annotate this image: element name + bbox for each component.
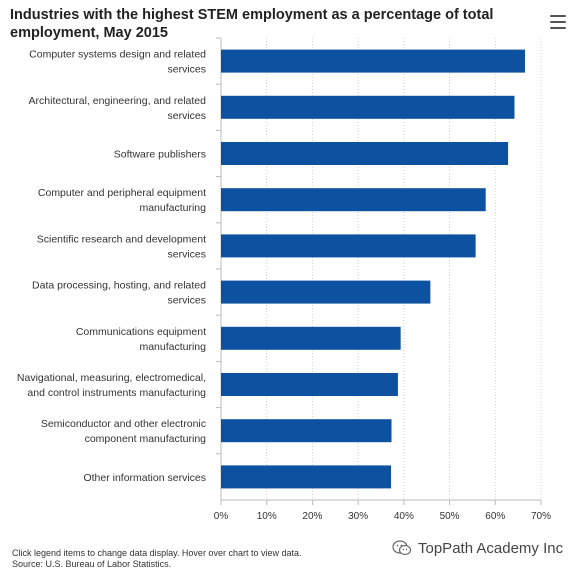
chart-title: Industries with the highest STEM employm… [10, 7, 494, 41]
x-tick-label: 60% [485, 511, 505, 522]
category-label: Architectural, engineering, and related s… [29, 95, 207, 122]
category-label: Scientific research and development servi… [37, 233, 206, 260]
x-tick-label: 30% [348, 511, 368, 522]
x-tick-label: 50% [440, 511, 460, 522]
category-label-line: manufacturing [139, 202, 206, 214]
category-label-line: Computer systems design and related [29, 49, 206, 61]
bar[interactable] [221, 95, 515, 119]
category-label: Other information services [83, 472, 206, 484]
category-label-line: Semiconductor and other electronic [41, 418, 206, 430]
category-label-line: services [167, 110, 206, 122]
hamburger-menu-icon[interactable] [550, 15, 566, 29]
x-tick-label: 70% [531, 511, 551, 522]
category-label-line: Communications equipment [76, 326, 206, 338]
category-label: Communications equipment manufacturing [76, 326, 206, 353]
bar[interactable] [221, 465, 392, 489]
bar[interactable] [221, 280, 431, 304]
category-label-line: component manufacturing [85, 433, 207, 445]
x-tick-label: 40% [394, 511, 414, 522]
category-label: Data processing, hosting, and related ser… [32, 280, 206, 307]
category-label-line: Navigational, measuring, electromedical, [17, 372, 206, 384]
category-label-line: Computer and peripheral equipment [38, 187, 206, 199]
x-tick-label: 20% [302, 511, 322, 522]
bar[interactable] [221, 188, 486, 212]
category-label-line: services [167, 295, 206, 307]
category-label-line: and control instruments manufacturing [27, 387, 206, 399]
category-label-line: services [167, 248, 206, 260]
bar[interactable] [221, 234, 476, 258]
category-label-line: Data processing, hosting, and related [32, 280, 206, 292]
x-tick-label: 10% [257, 511, 277, 522]
category-label-line: Architectural, engineering, and related [29, 95, 207, 107]
x-tick-label: 0% [214, 511, 229, 522]
bar[interactable] [221, 419, 392, 443]
category-label-line: Software publishers [114, 149, 206, 161]
bar[interactable] [221, 326, 401, 350]
footnote: Click legend items to change data displa… [12, 548, 301, 570]
bar[interactable] [221, 373, 398, 396]
watermark-text: TopPath Academy Inc [418, 539, 564, 557]
footnote-legend-hint: Click legend items to change data displa… [12, 548, 302, 558]
bar[interactable] [221, 142, 509, 165]
watermark: TopPath Academy Inc [392, 539, 563, 557]
category-label-line: services [167, 64, 206, 76]
category-label: Software publishers [114, 149, 206, 161]
category-label-line: Other information services [83, 472, 206, 484]
wechat-icon [392, 540, 412, 556]
footnote-source: Source: U.S. Bureau of Labor Statistics. [12, 559, 172, 569]
bar[interactable] [221, 49, 525, 73]
category-label-line: Scientific research and development [37, 233, 206, 245]
category-label-line: manufacturing [139, 341, 206, 353]
category-label: Navigational, measuring, electromedical,… [17, 372, 206, 399]
category-label: Computer systems design and related servi… [29, 49, 206, 76]
category-label: Computer and peripheral equipment manufac… [38, 187, 206, 214]
category-label: Semiconductor and other electronic compon… [41, 418, 206, 445]
